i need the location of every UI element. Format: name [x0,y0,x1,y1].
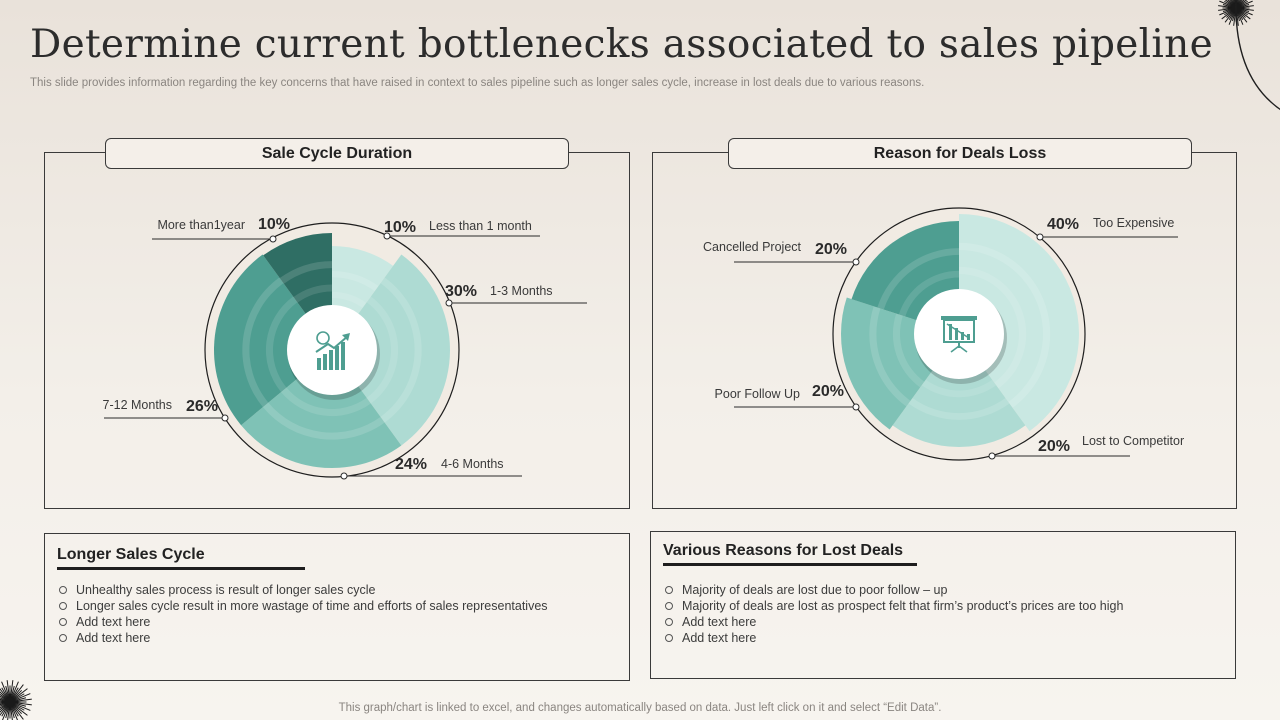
pie-slice-highlight [898,270,959,317]
bullet-item: Longer sales cycle result in more wastag… [57,598,615,614]
pie-slice-highlight [332,270,379,292]
slice-percent-label: 24% [395,456,427,473]
pie-chart-0 [104,222,587,480]
presentation-board-icon [941,316,977,353]
bullet-item: Add text here [663,614,1221,630]
bullet-item: Majority of deals are lost as prospect f… [663,598,1221,614]
page-subtitle: This slide provides information regardin… [30,77,925,89]
slice-percent-label: 26% [186,398,218,415]
pie-slice-highlight [380,277,422,423]
pie-slice-highlight [281,387,371,417]
label-anchor-dot [852,403,860,411]
deals-loss-header: Reason for Deals Loss [728,138,1192,169]
longer-sales-cycle-list: Unhealthy sales process is result of lon… [57,582,615,646]
pie-slice [892,334,1026,447]
pie-slice [214,254,332,426]
pie-slice-highlight [908,397,1010,420]
longer-sales-cycle-box: Longer Sales Cycle Unhealthy sales proce… [44,533,630,681]
slice-percent-label: 10% [384,219,416,236]
pie-slice-highlight [279,261,332,284]
bullet-item: Add text here [663,630,1221,646]
label-anchor-dot [383,232,391,240]
slice-name-label: More than1year [157,218,245,232]
slice-name-label: 1-3 Months [490,284,553,298]
bullet-item: Add text here [57,630,615,646]
pie-slice [241,350,402,468]
pie-slice-highlight [293,284,332,303]
slice-name-label: 4-6 Months [441,457,504,471]
pie-slice [959,214,1079,432]
page-title: Determine current bottlenecks associated… [30,22,1213,67]
center-disc [914,289,1004,379]
slice-name-label: Less than 1 month [429,219,532,233]
corner-arc [1235,0,1280,111]
slice-percent-label: 20% [812,383,844,400]
pie-slice [332,254,451,446]
slice-percent-label: 20% [815,241,847,258]
bullet-item: Add text here [57,614,615,630]
slice-percent-label: 10% [258,216,290,233]
sunburst-ornament-icon [0,680,32,720]
label-anchor-dot [1036,233,1044,241]
slice-name-label: Lost to Competitor [1082,434,1184,448]
slice-name-label: Too Expensive [1093,216,1174,230]
label-anchor-dot [221,414,229,422]
slice-percent-label: 20% [1038,438,1070,455]
slice-name-label: Cancelled Project [703,240,801,254]
label-anchor-dot [445,299,453,307]
footer-note: This graph/chart is linked to excel, and… [338,702,942,714]
lost-deals-list: Majority of deals are lost due to poor f… [663,582,1221,646]
title-underline [663,563,917,566]
sale-cycle-title: Sale Cycle Duration [261,144,413,162]
title-underline [57,567,305,570]
pie-slice-highlight [242,277,284,408]
deals-loss-title: Reason for Deals Loss [873,144,1047,162]
pie-slice-highlight [877,248,959,310]
pie-slice-highlight [332,291,367,308]
label-anchor-dot [988,452,996,460]
bullet-item: Majority of deals are lost due to poor f… [663,582,1221,598]
pie-chart-1 [734,207,1178,461]
lost-deals-title: Various Reasons for Lost Deals [663,542,904,559]
pie-slice-highlight [869,306,911,407]
pie-slice-highlight [265,296,298,393]
label-anchor-dot [340,472,348,480]
pie-slice-highlight [366,296,399,404]
sale-cycle-header: Sale Cycle Duration [105,138,569,169]
pie-slice-highlight [959,266,1027,389]
label-anchor-dot [269,235,277,243]
longer-sales-cycle-title: Longer Sales Cycle [57,546,205,563]
pie-slice-highlight [921,379,997,398]
bullet-item: Unhealthy sales process is result of lon… [57,582,615,598]
pie-slice-highlight [262,402,385,440]
lost-deals-box: Various Reasons for Lost Deals Majority … [650,531,1236,679]
growth-chart-icon [315,331,350,370]
slice-percent-label: 40% [1047,216,1079,233]
slice-name-label: 7-12 Months [103,398,172,412]
slice-percent-label: 30% [445,283,477,300]
pie-slice-highlight [959,242,1051,408]
slice-name-label: Poor Follow Up [715,387,800,401]
label-anchor-dot [852,258,860,266]
pie-slice-highlight [892,313,925,388]
